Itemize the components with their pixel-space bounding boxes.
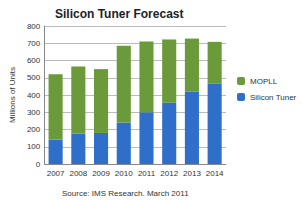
svg-text:300: 300 — [27, 108, 41, 117]
svg-text:2014: 2014 — [206, 169, 224, 178]
svg-text:2013: 2013 — [183, 169, 201, 178]
svg-text:2008: 2008 — [69, 169, 87, 178]
svg-text:Source: IMS Research. March 20: Source: IMS Research. March 2011 — [62, 189, 189, 198]
svg-text:200: 200 — [27, 125, 41, 134]
svg-text:2011: 2011 — [138, 169, 156, 178]
svg-text:700: 700 — [27, 39, 41, 48]
svg-text:600: 600 — [27, 56, 41, 65]
svg-text:500: 500 — [27, 73, 41, 82]
svg-text:Silicon Tuner: Silicon Tuner — [250, 93, 297, 102]
svg-text:2009: 2009 — [92, 169, 110, 178]
svg-text:2010: 2010 — [115, 169, 133, 178]
svg-text:0: 0 — [36, 160, 41, 169]
svg-text:400: 400 — [27, 91, 41, 100]
svg-text:800: 800 — [27, 22, 41, 31]
svg-text:MOPLL: MOPLL — [250, 77, 278, 86]
svg-text:Silicon Tuner Forecast: Silicon Tuner Forecast — [55, 7, 183, 21]
svg-text:Millions of Units: Millions of Units — [8, 67, 17, 123]
svg-text:2012: 2012 — [160, 169, 178, 178]
svg-text:100: 100 — [27, 142, 41, 151]
svg-text:2007: 2007 — [47, 169, 65, 178]
